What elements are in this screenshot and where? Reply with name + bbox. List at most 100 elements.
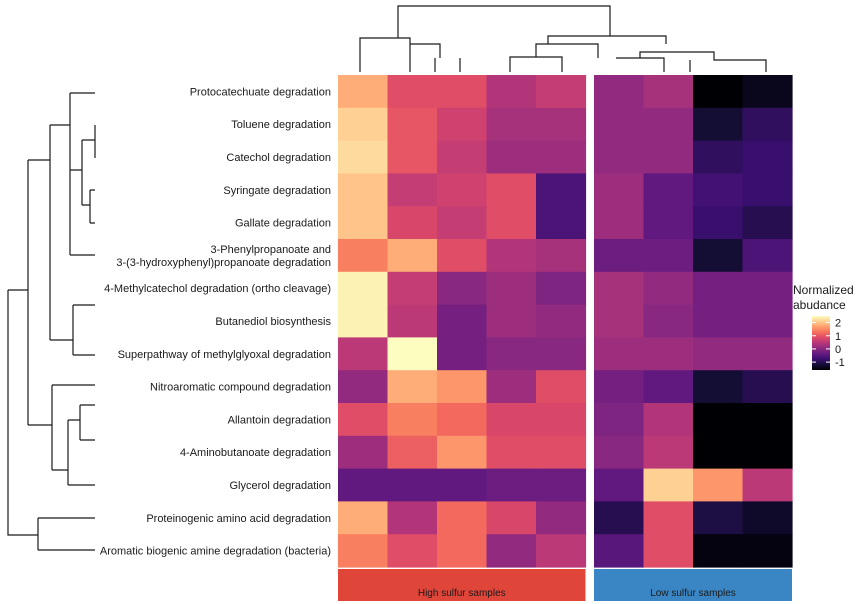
heatmap-cell	[594, 534, 645, 568]
heatmap-cell	[437, 75, 488, 109]
sample-group-bar	[338, 569, 586, 601]
heatmap-cell	[536, 468, 587, 502]
heatmap-cell	[338, 239, 389, 273]
heatmap-cell	[437, 239, 488, 273]
heatmap-cell	[536, 304, 587, 338]
row-label: Nitroaromatic compound degradation	[150, 382, 331, 394]
heatmap-cell	[387, 370, 438, 404]
heatmap-cell	[594, 435, 645, 470]
heatmap-cell	[437, 435, 488, 470]
heatmap-cell	[693, 107, 744, 142]
legend-tick-label: 0	[835, 344, 841, 356]
heatmap-cell	[742, 468, 793, 502]
heatmap-cell	[693, 271, 744, 306]
row-label: Protocatechuate degradation	[190, 86, 331, 98]
heatmap-cell	[387, 403, 438, 437]
row-label: Superpathway of methylglyoxal degradatio…	[118, 349, 331, 361]
heatmap-cell	[693, 337, 744, 371]
legend-colorbar	[812, 316, 830, 370]
heatmap-cell	[594, 107, 645, 142]
heatmap-cell	[486, 435, 537, 470]
row-label: Syringate degradation	[223, 185, 331, 197]
heatmap-cell	[338, 304, 389, 338]
heatmap-cell	[536, 403, 587, 437]
heatmap-cell	[486, 501, 537, 535]
heatmap-cell	[693, 304, 744, 338]
legend-tick-label: 2	[835, 318, 841, 330]
heatmap-cell	[742, 435, 793, 470]
heatmap-cell	[486, 403, 537, 437]
heatmap-cell	[742, 337, 793, 371]
heatmap-cell	[742, 501, 793, 535]
heatmap-cell	[643, 403, 694, 437]
heatmap-cell	[643, 501, 694, 535]
heatmap-cell	[437, 403, 488, 437]
heatmap-cell	[693, 403, 744, 437]
row-label: Gallate degradation	[235, 218, 331, 230]
heatmap-cell	[437, 468, 488, 502]
heatmap-cell	[486, 206, 537, 240]
heatmap-cells	[338, 75, 793, 568]
heatmap-cell	[338, 501, 389, 535]
heatmap-cell	[486, 75, 537, 109]
heatmap-cell	[643, 107, 694, 142]
heatmap-cell	[338, 468, 389, 502]
heatmap-cell	[693, 140, 744, 174]
heatmap-cell	[536, 239, 587, 273]
column-dendrogram	[359, 5, 767, 72]
heatmap-cell	[387, 337, 438, 371]
heatmap-cell	[742, 271, 793, 306]
heatmap-cell	[437, 337, 488, 371]
heatmap-cell	[437, 501, 488, 535]
heatmap-cell	[387, 468, 438, 502]
heatmap-cell	[486, 239, 537, 273]
heatmap-cell	[742, 403, 793, 437]
legend-tick-label: -1	[835, 357, 845, 369]
heatmap-cell	[693, 239, 744, 273]
heatmap-cell	[643, 173, 694, 207]
heatmap-cell	[387, 173, 438, 207]
heatmap-cell	[437, 304, 488, 338]
heatmap-cell	[338, 403, 389, 437]
sample-group-label: High sulfur samples	[418, 588, 506, 599]
row-label: 4-Aminobutanoate degradation	[180, 447, 331, 459]
heatmap-cell	[594, 206, 645, 240]
row-label: Allantoin degradation	[228, 414, 331, 426]
heatmap-cell	[387, 534, 438, 568]
heatmap-cell	[594, 140, 645, 174]
sample-group-bars: High sulfur samples Low sulfur samples	[338, 569, 792, 601]
heatmap-cell	[536, 140, 587, 174]
heatmap-cell	[536, 271, 587, 306]
heatmap-cell	[486, 304, 537, 338]
heatmap-cell	[338, 435, 389, 470]
heatmap-cell	[742, 534, 793, 568]
heatmap-cell	[437, 173, 488, 207]
heatmap-cell	[693, 370, 744, 404]
heatmap-cell	[594, 468, 645, 502]
heatmap-cell	[536, 337, 587, 371]
heatmap-cell	[387, 206, 438, 240]
heatmap-cell	[693, 534, 744, 568]
heatmap-cell	[486, 140, 537, 174]
heatmap-cell	[643, 468, 694, 502]
heatmap-cell	[486, 370, 537, 404]
heatmap-cell	[437, 534, 488, 568]
heatmap-cell	[387, 435, 438, 470]
heatmap-cell	[486, 173, 537, 207]
heatmap-cell	[693, 501, 744, 535]
heatmap-cell	[742, 140, 793, 174]
sample-group-label: Low sulfur samples	[650, 588, 736, 599]
heatmap-cell	[643, 304, 694, 338]
heatmap-cell	[643, 370, 694, 404]
heatmap-cell	[693, 468, 744, 502]
heatmap-cell	[387, 239, 438, 273]
row-dendrogram	[7, 92, 96, 551]
heatmap-cell	[486, 468, 537, 502]
heatmap-cell	[536, 107, 587, 142]
row-label: Catechol degradation	[226, 152, 331, 164]
heatmap-cell	[338, 337, 389, 371]
heatmap-cell	[594, 239, 645, 273]
heatmap-cell	[594, 403, 645, 437]
heatmap-cell	[338, 75, 389, 109]
